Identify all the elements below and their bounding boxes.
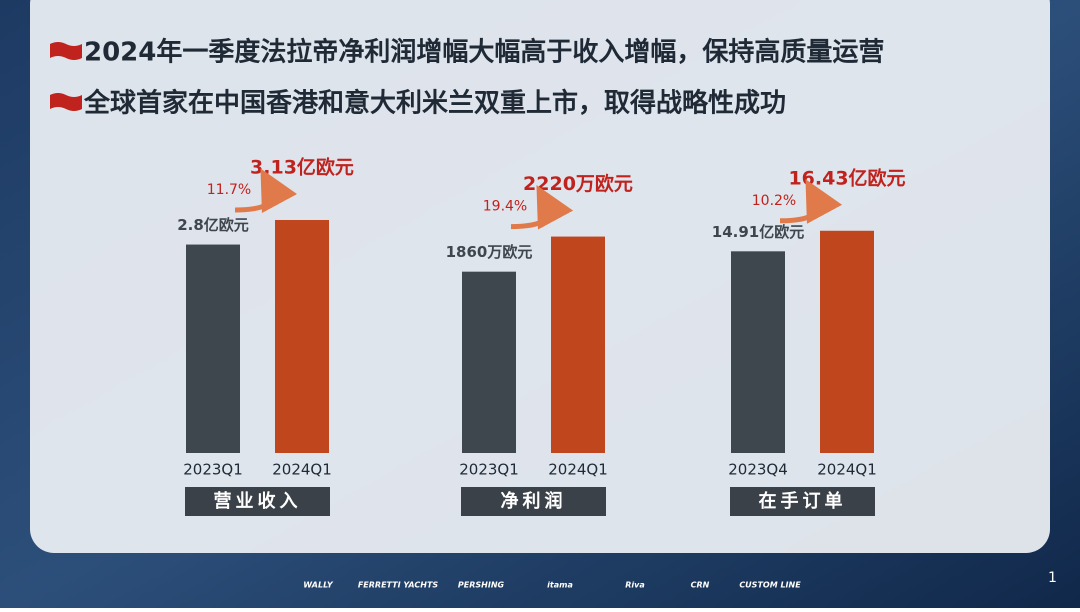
x-tick-label: 2023Q4: [728, 461, 788, 479]
chart-title: 净利润: [501, 490, 567, 512]
x-tick-label: 2024Q1: [548, 461, 608, 479]
bar: [551, 236, 605, 453]
chart-title: 在手订单: [759, 490, 847, 512]
bullet-flag: [50, 42, 82, 60]
value-label: 3.13亿欧元: [250, 155, 354, 178]
value-label: 16.43亿欧元: [788, 166, 905, 189]
bar: [462, 271, 516, 453]
bullet-text: 2024年一季度法拉帝净利润增幅大幅高于收入增幅，保持高质量运营: [84, 37, 884, 68]
brand-logo: WALLY: [303, 581, 334, 590]
value-label: 1860万欧元: [446, 243, 533, 261]
growth-arrow: [510, 184, 574, 230]
value-label: 14.91亿欧元: [712, 223, 804, 241]
page-number: 1: [1048, 570, 1057, 586]
chart-title-box: [185, 487, 330, 516]
bar: [820, 230, 874, 453]
growth-label: 19.4%: [483, 199, 527, 215]
growth-arrow: [234, 168, 298, 214]
chart-title-box: [730, 487, 875, 516]
x-tick-label: 2023Q1: [183, 461, 243, 479]
bullet-text: 全球首家在中国香港和意大利米兰双重上市，取得战略性成功: [83, 88, 786, 119]
charts: 2023Q1 2024Q1 2.8亿欧元 3.13亿欧元 11.7% 营业收入 2023Q1…: [177, 155, 906, 516]
x-tick-label: 2024Q1: [817, 461, 877, 479]
growth-label: 11.7%: [207, 182, 251, 198]
bar: [275, 219, 329, 453]
brand-logo: CUSTOM LINE: [739, 581, 801, 590]
brand-logo: PERSHING: [458, 581, 505, 590]
brand-logo: itama: [547, 581, 573, 590]
chart-title: 营业收入: [214, 490, 302, 512]
value-label: 2.8亿欧元: [177, 216, 249, 234]
value-label: 2220万欧元: [523, 172, 633, 195]
bar: [731, 251, 785, 453]
chart-title-box: [461, 487, 606, 516]
bar: [186, 244, 240, 453]
bullet-flag: [50, 93, 82, 111]
brand-logos: WALLY FERRETTI YACHTS PERSHING itama Riva CRN…: [303, 581, 801, 590]
brand-logo: CRN: [691, 581, 710, 590]
x-tick-label: 2023Q1: [459, 461, 519, 479]
brand-logo: Riva: [625, 581, 645, 590]
x-tick-label: 2024Q1: [272, 461, 332, 479]
growth-label: 10.2%: [752, 193, 796, 209]
brand-logo: FERRETTI YACHTS: [358, 581, 439, 590]
growth-arrow: [779, 179, 843, 224]
